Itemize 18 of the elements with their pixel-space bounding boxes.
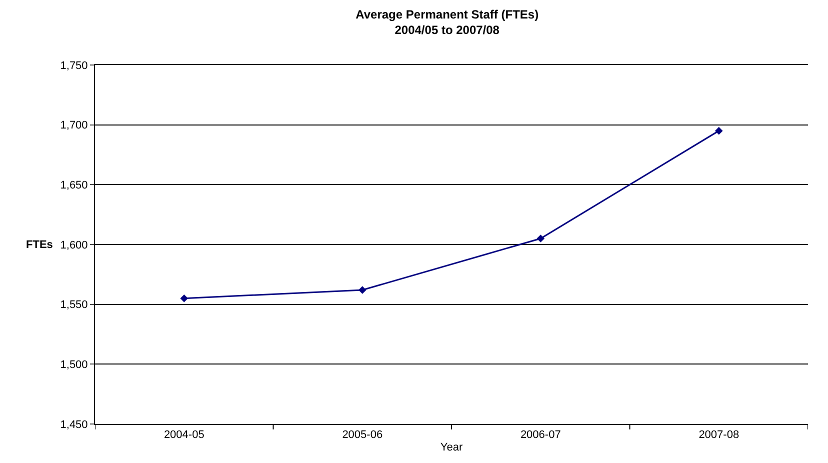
x-axis-title: Year (440, 441, 463, 454)
y-tick-label: 1,600 (60, 239, 88, 252)
y-tick-label: 1,550 (60, 299, 88, 312)
y-axis-title: FTEs (26, 239, 53, 251)
point (358, 286, 366, 294)
x-tick-label: 2004-05 (164, 429, 204, 442)
x-tick-label: 2007-08 (698, 429, 740, 442)
y-tick-label: 1,500 (60, 359, 88, 372)
point (536, 234, 545, 242)
x-tick-label: 2006-07 (520, 429, 561, 442)
point (714, 126, 723, 135)
point (180, 294, 188, 302)
x-tick-label: 2005-06 (342, 429, 383, 442)
y-tick-label: 1,650 (60, 180, 88, 192)
y-tick-label: 1,700 (60, 120, 88, 132)
y-tick-label: 1,450 (60, 418, 88, 431)
y-tick-label: 1,750 (60, 60, 88, 72)
chart-title: Average Permanent Staff (FTEs) 2004/05 to 2007/08 (356, 8, 539, 38)
